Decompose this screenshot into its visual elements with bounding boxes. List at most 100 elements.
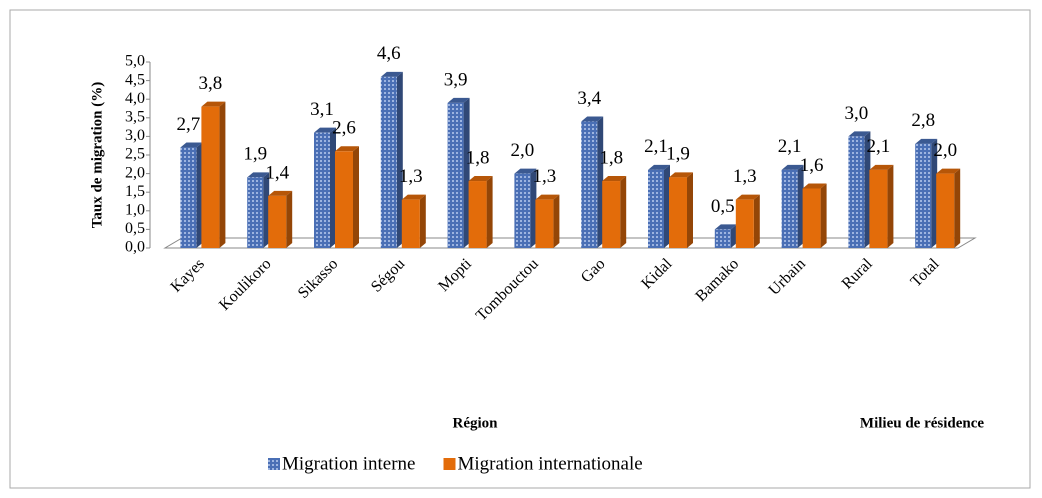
bar <box>735 199 754 248</box>
bar-side <box>196 142 203 248</box>
value-label: 1,3 <box>733 166 757 187</box>
legend-swatch <box>443 458 456 470</box>
bar-side <box>664 164 670 248</box>
bar-top <box>648 164 670 170</box>
bar-side <box>730 224 737 248</box>
bar-top <box>380 71 403 77</box>
bar-top <box>201 101 226 107</box>
bar-side <box>419 194 426 248</box>
value-label: 4,6 <box>377 43 401 64</box>
value-label: 3,0 <box>845 103 869 124</box>
bar-top <box>468 176 493 182</box>
bar <box>201 106 220 248</box>
bar-top <box>180 142 203 148</box>
bar <box>447 102 464 248</box>
legend-label: Migration interne <box>282 453 416 474</box>
value-label: 1,8 <box>466 147 490 168</box>
bar-side <box>687 172 693 248</box>
bar-side <box>864 131 871 248</box>
bar <box>936 173 955 248</box>
bar <box>648 169 664 248</box>
bar-top <box>714 224 737 230</box>
bar <box>869 169 888 248</box>
y-tick-label: 0,5 <box>125 220 145 237</box>
chart-border <box>9 9 1031 489</box>
value-label: 1,8 <box>599 147 623 168</box>
value-label: 2,7 <box>177 114 201 135</box>
bar-top <box>401 194 426 200</box>
bar <box>514 173 531 248</box>
floor <box>163 237 977 249</box>
bar <box>602 181 621 248</box>
value-label: 2,6 <box>332 118 356 139</box>
bar <box>401 199 420 248</box>
bar-top <box>669 172 693 178</box>
value-label: 2,1 <box>867 136 891 157</box>
y-tick-label: 3,0 <box>125 127 145 144</box>
bar-top <box>247 172 270 178</box>
bar <box>468 181 487 248</box>
bar-top <box>268 190 293 196</box>
bar <box>535 199 554 248</box>
bar-top <box>735 194 760 200</box>
value-label: 3,8 <box>199 73 223 94</box>
value-label: 1,4 <box>265 162 289 183</box>
value-label: 2,1 <box>778 136 802 157</box>
bar-top <box>602 176 627 182</box>
bar-side <box>931 138 938 248</box>
y-tick-label: 0,0 <box>125 239 145 256</box>
bar-side <box>396 71 403 248</box>
bar-side <box>486 176 493 248</box>
bar-top <box>915 138 938 144</box>
value-label: 0,5 <box>711 196 735 217</box>
y-tick-label: 4,0 <box>125 90 145 107</box>
legend-swatch <box>268 458 280 470</box>
value-label: 1,3 <box>533 166 557 187</box>
bar-top <box>314 127 336 133</box>
bar-top <box>848 131 871 137</box>
value-label: 3,1 <box>310 99 334 120</box>
bar-top <box>514 168 537 174</box>
y-axis-label: Taux de migration (%) <box>89 82 105 229</box>
y-tick-label: 3,5 <box>125 108 145 125</box>
bar <box>180 147 197 248</box>
bar <box>915 143 932 248</box>
bar <box>781 169 798 248</box>
bar-side <box>620 176 627 248</box>
value-label: 2,0 <box>511 140 535 161</box>
bar-side <box>887 164 894 248</box>
bar-side <box>597 116 604 249</box>
bar-side <box>286 190 293 248</box>
y-tick-label: 1,5 <box>125 183 145 200</box>
value-label: 1,9 <box>666 144 690 165</box>
bar-side <box>553 194 560 248</box>
bar <box>247 177 264 248</box>
bar-top <box>535 194 560 200</box>
bar-side <box>797 164 804 248</box>
bar-side <box>330 127 336 248</box>
value-label: 2,0 <box>933 140 957 161</box>
bar-side <box>753 194 760 248</box>
bar-top <box>936 168 961 174</box>
bar-side <box>353 146 359 248</box>
value-label: 1,9 <box>243 144 267 165</box>
bar-side <box>263 172 270 248</box>
bar <box>669 177 687 248</box>
bar <box>848 136 865 248</box>
bar <box>714 229 731 248</box>
bar-top <box>869 164 894 170</box>
legend-label: Migration internationale <box>458 453 643 474</box>
bar-side <box>820 183 827 248</box>
bar <box>314 132 330 248</box>
y-tick-label: 4,5 <box>125 71 145 88</box>
value-label: 1,6 <box>800 155 824 176</box>
bar-top <box>781 164 804 170</box>
y-tick-label: 2,5 <box>125 146 145 163</box>
value-label: 3,4 <box>577 88 601 109</box>
y-tick-label: 2,0 <box>125 164 145 181</box>
value-label: 2,1 <box>644 136 668 157</box>
y-tick-label: 1,0 <box>125 201 145 218</box>
bar <box>581 121 598 248</box>
bar <box>380 76 397 248</box>
